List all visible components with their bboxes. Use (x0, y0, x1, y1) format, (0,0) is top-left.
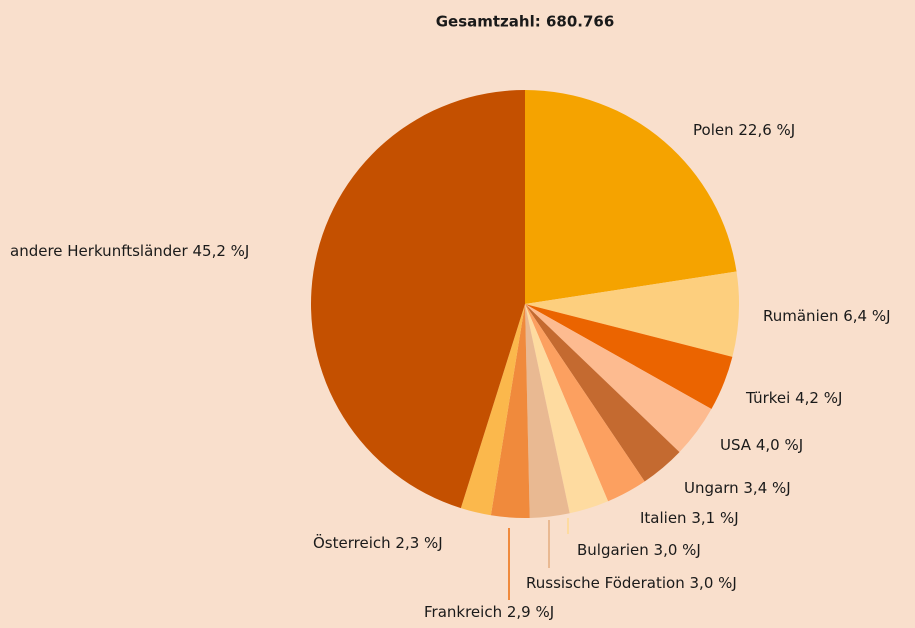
value-label: 6,4 %J (843, 307, 890, 325)
value-label: 2,9 %J (507, 603, 554, 621)
category-label: USA (720, 436, 752, 454)
slice-label: Rumänien 6,4 %J (763, 307, 891, 325)
pie-slice (525, 304, 712, 453)
value-label: 4,0 %J (756, 436, 803, 454)
slice-label: Italien 3,1 %J (640, 509, 739, 527)
pie-slice (525, 304, 570, 518)
slice-label: Türkei 4,2 %J (745, 389, 842, 407)
value-label: 22,6 %J (738, 121, 795, 139)
slice-label: Russische Föderation 3,0 %J (526, 574, 737, 592)
pie-slice (525, 304, 733, 410)
category-label: Ungarn (684, 479, 739, 497)
pie-slice (310, 90, 525, 509)
value-label: 45,2 %J (192, 242, 249, 260)
pie-slice (525, 304, 680, 482)
slice-label: andere Herkunftsländer 45,2 %J (10, 242, 249, 260)
category-label: Rumänien (763, 307, 838, 325)
category-label: Bulgarien (577, 541, 649, 559)
category-label: Frankreich (424, 603, 502, 621)
value-label: 3,1 %J (691, 509, 738, 527)
pie-slice (490, 304, 530, 518)
category-label: andere Herkunftsländer (10, 242, 189, 260)
category-label: Türkei (745, 389, 790, 407)
slice-label: Bulgarien 3,0 %J (577, 541, 701, 559)
pie-slice (460, 304, 525, 516)
category-label: Italien (640, 509, 687, 527)
slice-label: Polen 22,6 %J (693, 121, 795, 139)
value-label: 3,4 %J (743, 479, 790, 497)
pie-slice (525, 90, 737, 304)
category-label: Russische Föderation (526, 574, 685, 592)
category-label: Polen (693, 121, 734, 139)
chart-title: Gesamtzahl: 680.766 (436, 13, 615, 31)
pie-slice (525, 304, 645, 502)
value-label: 4,2 %J (795, 389, 842, 407)
slice-label: Ungarn 3,4 %J (684, 479, 791, 497)
value-label: 3,0 %J (654, 541, 701, 559)
category-label: Österreich (313, 533, 391, 552)
pie-slice (525, 304, 609, 514)
slice-label: USA 4,0 %J (720, 436, 803, 454)
slice-label: Österreich 2,3 %J (313, 533, 443, 552)
value-label: 2,3 %J (395, 534, 442, 552)
value-label: 3,0 %J (690, 574, 737, 592)
slice-label: Frankreich 2,9 %J (424, 603, 554, 621)
pie-slice (525, 271, 739, 357)
